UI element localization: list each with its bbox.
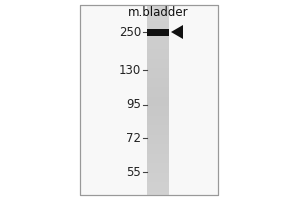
Bar (147, 166, 169, 170)
Bar (147, 173, 169, 176)
Bar (147, 18, 169, 21)
Bar (147, 27, 169, 31)
Bar (147, 72, 169, 75)
Bar (147, 46, 169, 50)
Bar (147, 103, 169, 107)
Bar (80, 5, 218, 195)
Polygon shape (171, 25, 183, 39)
Bar (147, 100, 169, 104)
Text: 72: 72 (126, 132, 141, 144)
Bar (147, 40, 169, 44)
Bar (147, 62, 169, 66)
Bar (147, 56, 169, 59)
Bar (147, 132, 169, 135)
Text: 250: 250 (119, 25, 141, 38)
Bar (147, 176, 169, 180)
Bar (147, 65, 169, 69)
Bar (147, 148, 169, 151)
Bar (147, 37, 169, 40)
Bar (147, 21, 169, 24)
Bar (147, 24, 169, 28)
Bar (147, 15, 169, 18)
Bar (147, 154, 169, 158)
Bar (147, 81, 169, 85)
Bar (147, 68, 169, 72)
Bar (147, 59, 169, 62)
Bar (147, 116, 169, 119)
Bar (147, 90, 169, 94)
Bar (147, 157, 169, 161)
Bar (147, 144, 169, 148)
Bar (147, 189, 169, 192)
Bar (147, 141, 169, 145)
Bar (147, 28, 169, 36)
Bar (147, 97, 169, 100)
Bar (147, 186, 169, 189)
Text: 55: 55 (126, 166, 141, 178)
Bar (147, 135, 169, 138)
Bar (147, 160, 169, 164)
Bar (147, 52, 169, 56)
Bar (147, 119, 169, 123)
Bar (147, 11, 169, 15)
Text: m.bladder: m.bladder (128, 5, 188, 19)
Bar (147, 138, 169, 142)
Bar (147, 125, 169, 129)
Bar (147, 30, 169, 34)
Bar (147, 33, 169, 37)
Bar (147, 94, 169, 97)
Bar (147, 106, 169, 110)
Text: 95: 95 (126, 98, 141, 112)
Bar (147, 78, 169, 82)
Text: 130: 130 (119, 64, 141, 76)
Bar (147, 43, 169, 47)
Bar (147, 110, 169, 113)
Bar (80, 5, 218, 195)
Bar (147, 49, 169, 53)
Bar (147, 122, 169, 126)
Bar (147, 179, 169, 183)
Bar (147, 192, 169, 196)
Bar (147, 87, 169, 91)
Bar (147, 8, 169, 12)
Bar (147, 113, 169, 116)
Bar (147, 75, 169, 78)
Bar (147, 84, 169, 88)
Bar (147, 129, 169, 132)
Bar (147, 182, 169, 186)
Bar (147, 170, 169, 173)
Bar (147, 151, 169, 154)
Bar (147, 163, 169, 167)
Bar (147, 5, 169, 9)
